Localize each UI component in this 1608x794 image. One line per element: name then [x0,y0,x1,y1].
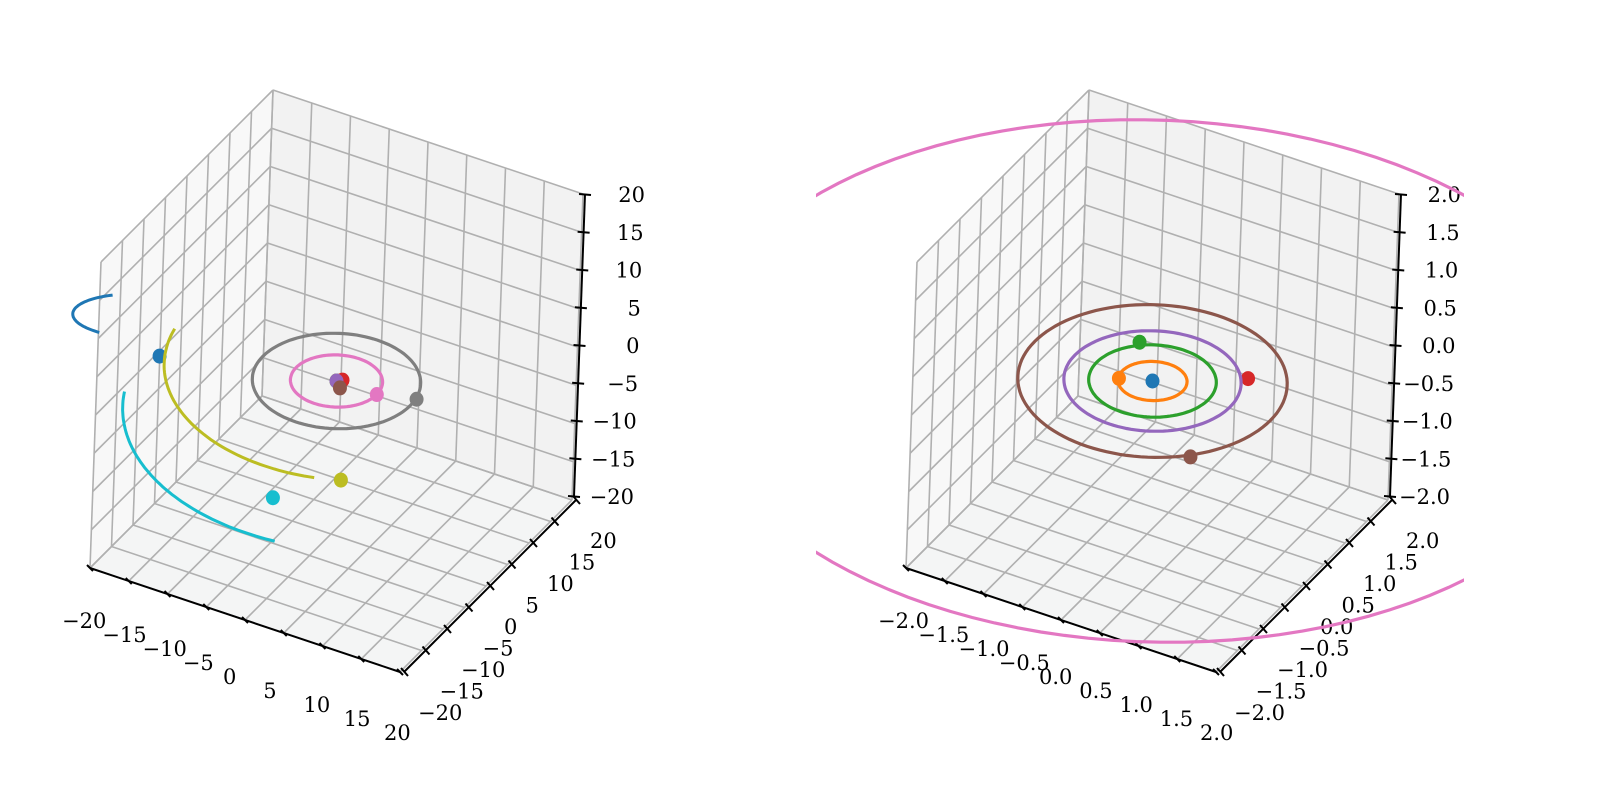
series-body5 [332,380,347,396]
orbit-line [816,118,1464,644]
body-marker [333,472,348,488]
series-body1 [1111,359,1189,403]
body-marker [1132,334,1147,350]
y-tick-label: −1.0 [1277,658,1328,682]
left-3d-axes: −20−20−20−15−15−15−10−10−10−5−5−50005551… [62,89,645,745]
series-body6 [288,353,385,409]
tick-labels: −2.0−2.0−2.0−1.5−1.5−1.5−1.0−1.0−1.0−0.5… [878,183,1461,745]
gridlines [89,89,584,673]
z-tick-label: −2.0 [1399,485,1450,509]
y-tick-label: −20 [418,701,462,725]
y-tick-label: −15 [440,680,484,704]
gridlines [905,89,1400,673]
x-tick-label: 5 [263,679,276,703]
x-tick-label: 15 [344,707,371,731]
z-tick-label: −1.0 [1402,410,1453,434]
trajectory-line [162,327,315,480]
z-tick-label: 15 [617,221,644,245]
y-tick-label: 20 [590,529,617,553]
x-tick-label: 0.0 [1039,665,1072,689]
body-marker [369,387,384,403]
orbit-line [288,353,385,409]
y-tick-label: 15 [569,551,596,575]
orbit-line [1116,359,1189,403]
z-tick-label: 0.0 [1422,334,1455,358]
series-body2 [1087,334,1218,419]
x-tick-label: 1.0 [1120,693,1153,717]
z-tick-label: −10 [592,410,636,434]
z-tick-label: −5 [607,372,638,396]
orbit-line [1016,302,1289,460]
trajectory-line [121,391,276,543]
orbit-line [1062,329,1243,433]
x-tick-label: −5 [183,651,214,675]
y-tick-label: 5 [526,594,539,618]
x-tick-label: 0.5 [1079,679,1112,703]
orbit-line [250,331,423,431]
y-tick-label: 0.5 [1342,594,1375,618]
x-tick-label: −20 [62,609,106,633]
x-tick-label: −15 [102,623,146,647]
z-tick-label: 2.0 [1428,183,1461,207]
axis-lines [902,193,1408,677]
x-tick-label: 1.5 [1160,707,1193,731]
body-marker [1241,371,1256,387]
z-tick-label: 1.5 [1426,221,1459,245]
y-tick-label: −2.0 [1234,701,1285,725]
z-tick-label: 0 [626,334,639,358]
z-tick-label: 0.5 [1423,296,1456,320]
series-body9 [121,391,280,543]
y-tick-label: 1.5 [1385,551,1418,575]
x-tick-label: −0.5 [999,651,1050,675]
x-tick-label: 20 [384,721,411,745]
series-body3 [1241,371,1256,387]
y-tick-label: −1.5 [1256,680,1307,704]
y-tick-label: 10 [547,572,574,596]
x-tick-label: −2.0 [878,609,929,633]
body-marker [1145,373,1160,389]
z-tick-label: 10 [616,259,643,283]
y-tick-label: 2.0 [1406,529,1439,553]
x-tick-label: −1.5 [918,623,969,647]
body-marker [332,380,347,396]
series-body0 [1145,373,1160,389]
y-tick-label: 1.0 [1363,572,1396,596]
series-body4 [1062,329,1243,433]
trajectory-line [71,293,113,334]
y-tick-label: −10 [461,658,505,682]
z-tick-label: −1.5 [1400,447,1451,471]
x-tick-label: 10 [304,693,331,717]
body-marker [1183,449,1198,465]
series-body5 [1016,302,1289,465]
series-body8 [162,327,348,488]
x-tick-label: 2.0 [1200,721,1233,745]
y-tick-label: −0.5 [1299,637,1350,661]
y-tick-label: 0 [504,615,517,639]
right-3d-axes: −2.0−2.0−2.0−1.5−1.5−1.5−1.0−1.0−1.0−0.5… [816,89,1464,745]
data-series [71,293,424,543]
z-tick-label: −15 [591,447,635,471]
z-tick-label: 5 [628,296,641,320]
body-marker [265,490,280,506]
body-marker [409,391,424,407]
series-body6 [816,118,1464,644]
x-tick-label: 0 [223,665,236,689]
axis-lines [86,193,592,677]
tick-labels: −20−20−20−15−15−15−10−10−10−5−5−50005551… [62,183,645,745]
z-tick-label: −0.5 [1403,372,1454,396]
body-marker [1111,370,1126,386]
x-tick-label: −10 [143,637,187,661]
z-tick-label: −20 [590,485,634,509]
z-tick-label: 20 [618,183,645,207]
x-tick-label: −1.0 [959,637,1010,661]
z-tick-label: 1.0 [1425,259,1458,283]
series-body7 [250,331,424,431]
data-series [816,118,1464,644]
y-tick-label: −5 [483,637,514,661]
orbit-line [1087,343,1218,419]
